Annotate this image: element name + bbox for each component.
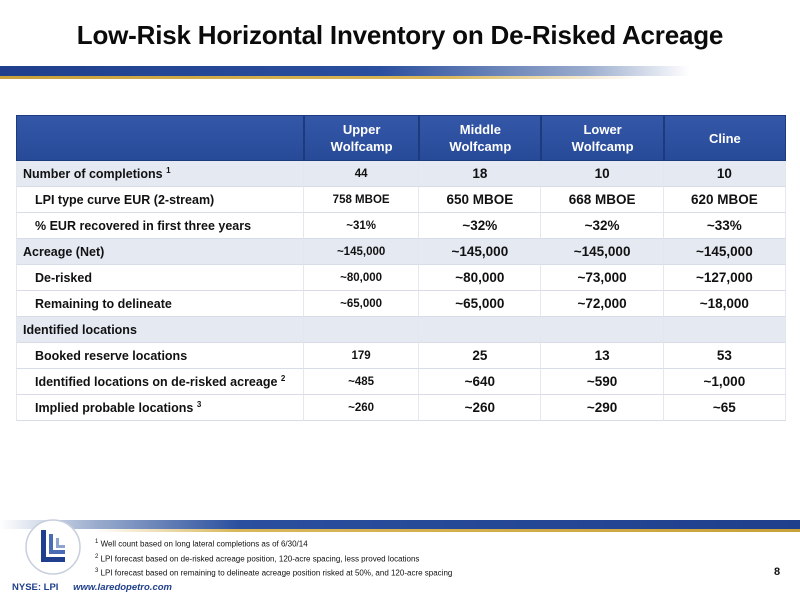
table-cell: ~127,000 — [663, 265, 786, 291]
table-row: Identified locations — [16, 317, 786, 343]
table-row: Booked reserve locations 179 25 13 53 — [16, 343, 786, 369]
table-row: Identified locations on de-risked acreag… — [16, 369, 786, 395]
table-cell: ~260 — [304, 395, 420, 421]
footnote: 1 Well count based on long lateral compl… — [95, 539, 308, 549]
table-cell: ~590 — [541, 369, 664, 395]
table-cell: ~65,000 — [419, 291, 542, 317]
table-cell: 18 — [419, 161, 542, 187]
table-cell: ~72,000 — [541, 291, 664, 317]
table-cell: 10 — [541, 161, 664, 187]
table-cell: ~145,000 — [419, 239, 542, 265]
table-cell: ~145,000 — [541, 239, 664, 265]
column-header: Lower Wolfcamp — [541, 115, 664, 161]
table-cell: ~33% — [663, 213, 786, 239]
table-cell: 25 — [419, 343, 542, 369]
top-divider-bar — [0, 66, 690, 76]
table-cell — [541, 317, 664, 343]
table-cell: 53 — [663, 343, 786, 369]
footnote: 3 LPI forecast based on remaining to del… — [95, 568, 453, 578]
table-cell — [663, 317, 786, 343]
table-cell: 179 — [304, 343, 420, 369]
table-cell: ~65 — [663, 395, 786, 421]
page-title: Low-Risk Horizontal Inventory on De-Risk… — [76, 20, 724, 50]
table-cell: ~80,000 — [419, 265, 542, 291]
table-row: De-risked ~80,000 ~80,000 ~73,000 ~127,0… — [16, 265, 786, 291]
row-label: Acreage (Net) — [16, 239, 304, 265]
top-divider-accent — [0, 76, 640, 79]
footer: NYSE: LPI www.laredopetro.com — [12, 582, 172, 593]
table-cell: ~145,000 — [663, 239, 786, 265]
table-row: Acreage (Net) ~145,000 ~145,000 ~145,000… — [16, 239, 786, 265]
table-cell: 10 — [663, 161, 786, 187]
table-cell: 620 MBOE — [663, 187, 786, 213]
website-link[interactable]: www.laredopetro.com — [73, 582, 172, 593]
table-cell: 668 MBOE — [541, 187, 664, 213]
table-cell: 650 MBOE — [419, 187, 542, 213]
inventory-table: Upper Wolfcamp Middle Wolfcamp Lower Wolfca… — [16, 115, 786, 421]
row-label: De-risked — [16, 265, 304, 291]
table-cell: ~640 — [419, 369, 542, 395]
row-label: LPI type curve EUR (2-stream) — [16, 187, 304, 213]
table-cell: ~73,000 — [541, 265, 664, 291]
column-header: Middle Wolfcamp — [419, 115, 542, 161]
column-header: Cline — [663, 115, 786, 161]
row-label: Number of completions 1 — [16, 161, 304, 187]
table-row: LPI type curve EUR (2-stream) 758 MBOE 6… — [16, 187, 786, 213]
row-label: Remaining to delineate — [16, 291, 304, 317]
footnote: 2 LPI forecast based on de-risked acreag… — [95, 553, 420, 564]
company-logo-icon — [25, 519, 81, 575]
table-cell — [419, 317, 542, 343]
bottom-divider-accent — [95, 529, 800, 532]
table-cell: 13 — [541, 343, 664, 369]
table-cell: ~31% — [304, 213, 420, 239]
page-number: 8 — [774, 566, 781, 578]
footnotes: 1 Well count based on long lateral compl… — [95, 536, 452, 580]
table-cell: ~32% — [541, 213, 664, 239]
table-header-row: Upper Wolfcamp Middle Wolfcamp Lower Wolfca… — [16, 115, 786, 161]
table-cell: ~260 — [419, 395, 542, 421]
table-cell: ~290 — [541, 395, 664, 421]
ticker-label: NYSE: LPI — [12, 582, 59, 593]
table-cell: ~1,000 — [663, 369, 786, 395]
table-row: Implied probable locations 3 ~260 ~260 ~… — [16, 395, 786, 421]
table-cell: 758 MBOE — [304, 187, 420, 213]
table-cell: 44 — [304, 161, 420, 187]
row-label: Booked reserve locations — [16, 343, 304, 369]
table-cell: ~485 — [304, 369, 420, 395]
bottom-divider-bar — [0, 520, 800, 529]
table-cell: ~80,000 — [304, 265, 420, 291]
table-cell: ~65,000 — [304, 291, 420, 317]
table-cell — [304, 317, 420, 343]
table-row: % EUR recovered in first three years ~31… — [16, 213, 786, 239]
column-header: Upper Wolfcamp — [304, 115, 420, 161]
table-row: Number of completions 1 44 18 10 10 — [16, 161, 786, 187]
row-label: Identified locations — [16, 317, 304, 343]
table-cell: ~32% — [419, 213, 542, 239]
table-cell: ~145,000 — [304, 239, 420, 265]
header-corner — [16, 115, 304, 161]
row-label: % EUR recovered in first three years — [16, 213, 304, 239]
table-row: Remaining to delineate ~65,000 ~65,000 ~… — [16, 291, 786, 317]
row-label: Identified locations on de-risked acreag… — [16, 369, 304, 395]
table-cell: ~18,000 — [663, 291, 786, 317]
row-label: Implied probable locations 3 — [16, 395, 304, 421]
